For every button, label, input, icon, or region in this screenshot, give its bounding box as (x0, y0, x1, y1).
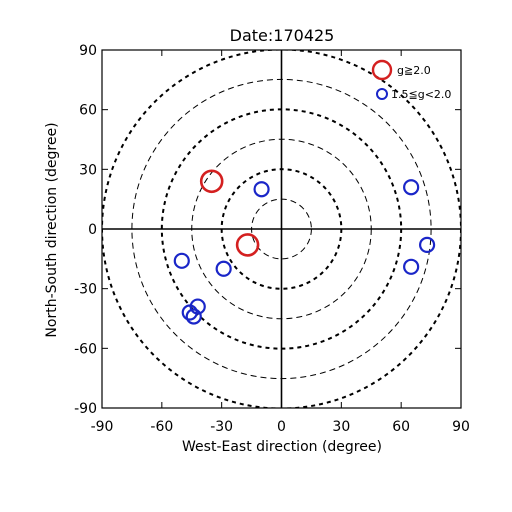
point-moderate (403, 258, 420, 275)
x-tick-label: 30 (332, 419, 350, 435)
legend: g≧2.0 1.5≦g<2.0 (371, 59, 451, 101)
y-tick-label: 30 (79, 162, 97, 178)
y-tick-label: -90 (74, 401, 97, 417)
axis-ticks: -90 -60 -30 0 30 60 90 -90 -60 -30 0 30 60 90 (74, 43, 470, 435)
x-tick-label: -30 (210, 419, 233, 435)
chart-title: Date:170425 (230, 26, 335, 45)
data-points (173, 169, 436, 325)
point-moderate (185, 308, 202, 325)
point-strong (235, 233, 260, 257)
y-tick-label: 0 (88, 222, 97, 238)
x-tick-label: 60 (392, 419, 410, 435)
x-tick-label: -90 (91, 419, 114, 435)
plot-axes (101, 49, 462, 409)
legend-label-strong: g≧2.0 (397, 64, 431, 77)
point-moderate (215, 260, 232, 277)
y-tick-label: 60 (79, 103, 97, 119)
legend-marker-strong (371, 59, 393, 81)
x-tick-label: 90 (452, 419, 470, 435)
y-tick-label: -30 (74, 282, 97, 298)
legend-marker-moderate (376, 88, 388, 100)
x-tick-label: -60 (150, 419, 173, 435)
legend-label-moderate: 1.5≦g<2.0 (391, 88, 451, 101)
point-strong (199, 169, 224, 194)
point-moderate (173, 252, 190, 269)
y-tick-label: 90 (79, 43, 97, 59)
x-axis-label: West-East direction (degree) (182, 439, 382, 455)
y-axis-label: North-South direction (degree) (44, 122, 60, 337)
point-moderate (181, 304, 198, 321)
x-tick-label: 0 (277, 419, 286, 435)
point-moderate (418, 236, 436, 254)
y-tick-label: -60 (74, 341, 97, 357)
point-moderate (253, 181, 270, 198)
point-moderate (403, 179, 420, 196)
